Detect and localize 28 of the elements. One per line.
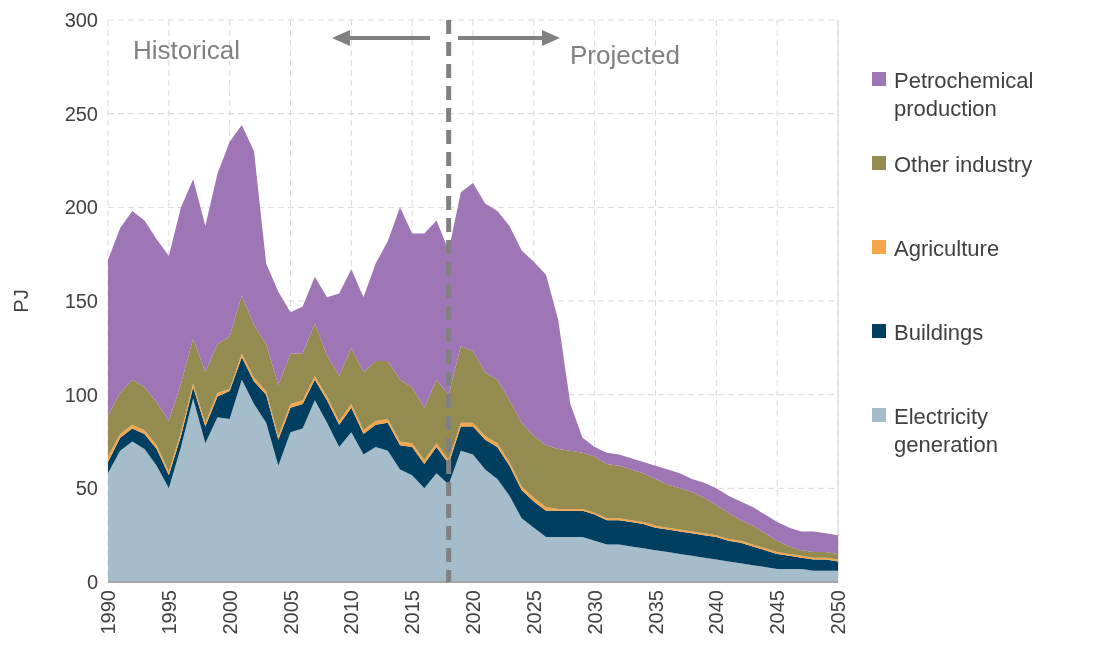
y-tick-label: 0 xyxy=(86,571,98,593)
y-tick-label: 50 xyxy=(75,477,98,500)
y-tick-label: 250 xyxy=(64,102,98,125)
x-tick-label: 2040 xyxy=(705,590,728,635)
y-tick-label: 150 xyxy=(64,290,98,312)
x-tick-label: 2025 xyxy=(522,590,545,635)
x-tick-label: 2050 xyxy=(827,590,849,635)
x-tick-label: 2000 xyxy=(218,590,241,635)
y-tick-label: 300 xyxy=(64,9,98,31)
x-tick-label: 2010 xyxy=(340,590,363,635)
legend-label: Agriculture xyxy=(894,235,1000,261)
x-tick-label: 2020 xyxy=(462,590,484,635)
legend-label: Buildings xyxy=(894,319,984,345)
y-axis-title: PJ xyxy=(10,289,32,313)
x-tick-label: 2015 xyxy=(401,590,424,635)
x-tick-label: 2035 xyxy=(644,590,667,635)
legend-label: Other industry xyxy=(894,151,1033,177)
legend-label: Electricity generation xyxy=(894,403,998,458)
x-tick-label: 1990 xyxy=(97,590,119,635)
x-tick-label: 2045 xyxy=(766,590,789,635)
legend-label: Petrochemical production xyxy=(894,67,1034,122)
x-tick-label: 2005 xyxy=(279,590,302,635)
x-tick-label: 1995 xyxy=(157,590,180,635)
annotation: Historical xyxy=(133,35,240,66)
x-tick-label: 2030 xyxy=(583,590,606,635)
y-tick-label: 200 xyxy=(64,196,98,219)
y-tick-label: 100 xyxy=(64,383,98,406)
annotation: Projected xyxy=(570,40,680,71)
